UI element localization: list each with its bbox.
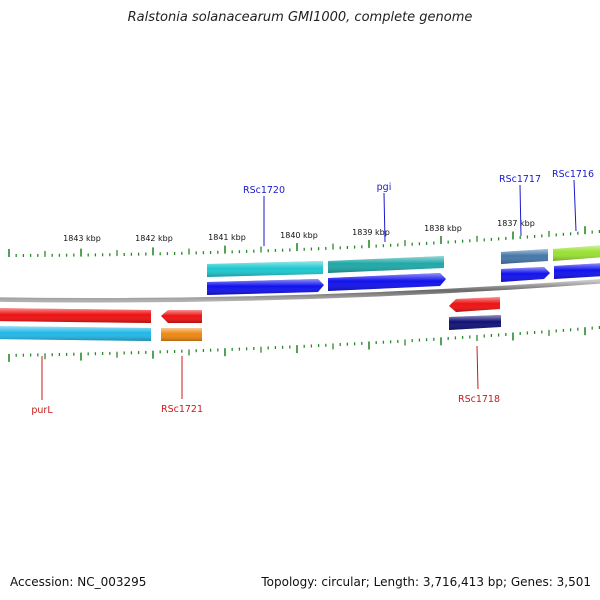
gene-rsc1718[interactable] (449, 315, 501, 330)
scale-label-1839: 1839 kbp (352, 228, 390, 237)
label-rsc1718[interactable]: RSc1718 (458, 394, 500, 405)
cds-purl[interactable] (0, 308, 151, 323)
leader-rsc1716 (573, 179, 577, 232)
leader-rsc1718 (476, 345, 479, 390)
forward-strand-features (207, 245, 600, 277)
reverse-cds-features (0, 297, 500, 323)
scale-ticks-top (8, 226, 600, 257)
gene-rsc1720[interactable] (207, 261, 323, 277)
label-pgi[interactable]: pgi (377, 182, 392, 193)
cds-rsc1721[interactable] (161, 310, 202, 323)
scale-ticks-bottom (8, 326, 600, 362)
label-leaders (41, 179, 577, 400)
gene-pgi[interactable] (328, 256, 444, 273)
scale-label-1842: 1842 kbp (135, 234, 173, 243)
accession-text: Accession: NC_003295 (10, 575, 147, 589)
map-title: Ralstonia solanacearum GMI1000, complete… (127, 10, 473, 25)
cds-rsc1718[interactable] (449, 297, 500, 312)
gene-labels: RSc1720 pgi RSc1717 RSc1716 purL RSc1721… (31, 169, 594, 416)
reverse-strand-features (0, 315, 501, 341)
label-rsc1716[interactable]: RSc1716 (552, 169, 594, 180)
cds-pgi[interactable] (328, 273, 446, 291)
label-rsc1721[interactable]: RSc1721 (161, 404, 203, 415)
scale-label-1840: 1840 kbp (280, 231, 318, 240)
label-rsc1720[interactable]: RSc1720 (243, 185, 285, 196)
label-purl[interactable]: purL (31, 405, 53, 416)
gene-rsc1717[interactable] (501, 249, 548, 264)
scale-label-1837: 1837 kbp (497, 219, 535, 228)
scale-label-1843: 1843 kbp (63, 234, 101, 243)
leader-rsc1717 (519, 184, 522, 237)
cds-rsc1716[interactable] (554, 263, 600, 279)
label-rsc1717[interactable]: RSc1717 (499, 174, 541, 185)
genome-summary-text: Topology: circular; Length: 3,716,413 bp… (261, 575, 591, 589)
scale-label-1841: 1841 kbp (208, 233, 246, 242)
cds-rsc1717[interactable] (501, 267, 550, 282)
scale-label-1838: 1838 kbp (424, 224, 462, 233)
gene-rsc1716[interactable] (553, 245, 600, 261)
forward-cds-features (207, 263, 600, 295)
scale-labels: 1843 kbp 1842 kbp 1841 kbp 1840 kbp 1839… (63, 219, 535, 243)
gene-purl[interactable] (0, 326, 151, 341)
leader-pgi (383, 192, 386, 243)
genome-backbone (0, 279, 600, 303)
cds-rsc1720[interactable] (207, 279, 324, 295)
gene-rsc1721[interactable] (161, 328, 202, 341)
